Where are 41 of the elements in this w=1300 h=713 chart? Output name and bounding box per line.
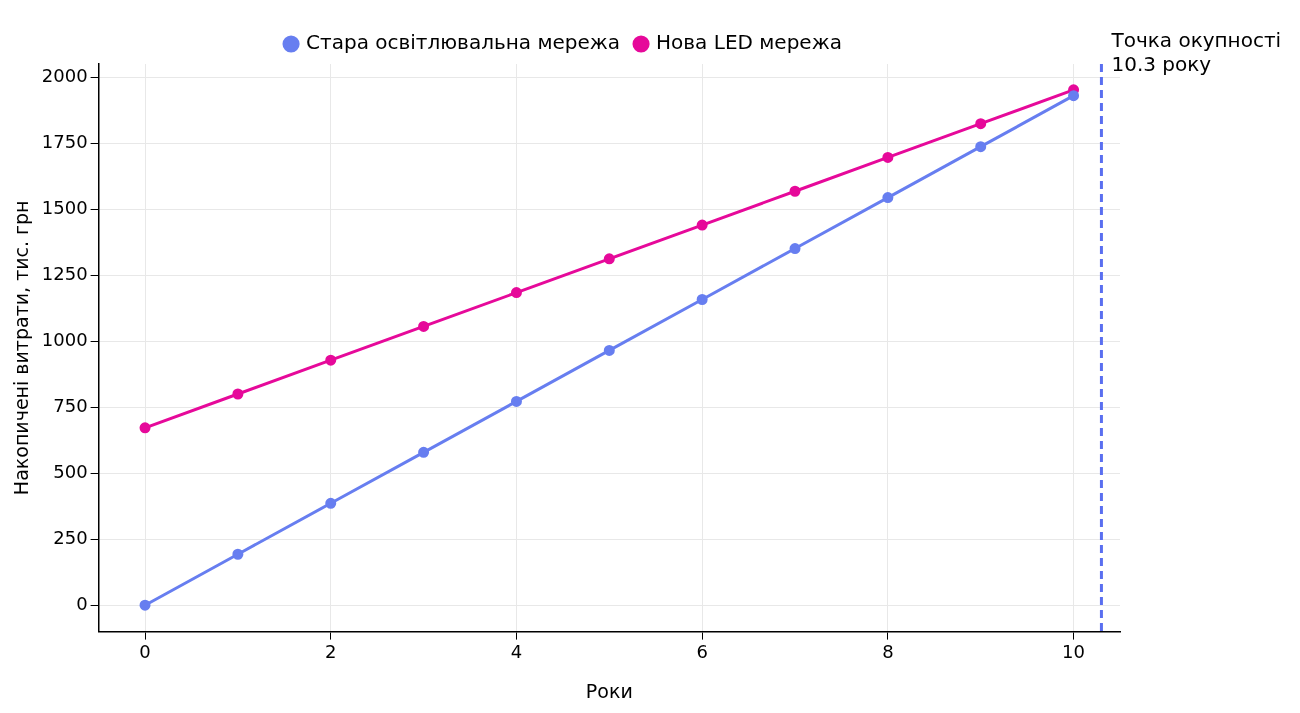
y-tick-label: 250 — [53, 526, 88, 548]
y-tick-label: 1750 — [41, 130, 88, 152]
x-axis-title: Роки — [585, 679, 633, 702]
point — [139, 599, 151, 611]
x-tick-label: 10 — [1062, 641, 1086, 663]
y-tick-label: 1500 — [41, 196, 88, 218]
point — [418, 446, 430, 458]
y-tick-label: 750 — [53, 394, 88, 416]
legend-label: Нова LED мережа — [656, 30, 842, 55]
point — [975, 141, 987, 153]
legend-label: Стара освітлювальна мережа — [306, 30, 621, 55]
y-axis-title: Накопичені витрати, тис. грн — [10, 200, 33, 496]
y-tick-label: 1250 — [41, 262, 88, 284]
y-tick-label: 1000 — [41, 328, 88, 350]
x-tick-label: 2 — [325, 641, 337, 663]
point — [1068, 90, 1080, 102]
point — [232, 388, 244, 400]
ref-line-label: Точка окупності 10.3 року — [1110, 28, 1282, 77]
point — [882, 192, 894, 204]
point — [882, 151, 894, 163]
point — [510, 287, 522, 299]
y-tick-label: 2000 — [41, 64, 88, 86]
point — [975, 118, 987, 130]
point — [232, 548, 244, 560]
point — [139, 422, 151, 434]
point — [696, 293, 708, 305]
point — [325, 354, 337, 366]
point — [789, 243, 801, 255]
y-tick-label: 500 — [53, 460, 88, 482]
point — [603, 253, 615, 265]
point — [696, 219, 708, 231]
x-tick-label: 4 — [510, 641, 523, 663]
point — [603, 344, 615, 356]
y-tick-label: 0 — [76, 592, 88, 614]
point — [510, 395, 522, 407]
point — [789, 185, 801, 197]
point — [418, 320, 430, 332]
x-tick-label: 0 — [139, 641, 151, 663]
x-tick-label: 8 — [882, 641, 894, 663]
x-tick-label: 6 — [696, 641, 708, 663]
point — [325, 497, 337, 509]
